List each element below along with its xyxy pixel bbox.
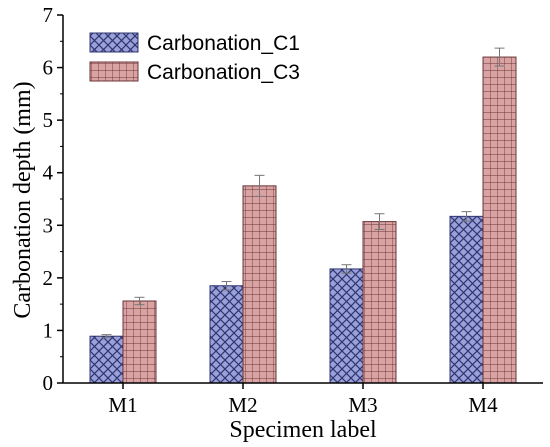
- bar-carbonation-c3-m3: [362, 221, 397, 384]
- y-tick-label-4: 4: [43, 161, 54, 185]
- error-bar-carbonation-c3-m3: [374, 213, 385, 230]
- legend-swatch-c3: [89, 61, 139, 82]
- y-tick-label-3: 3: [43, 213, 54, 237]
- error-bar-carbonation-c1-m3: [341, 264, 352, 274]
- y-tick-label-0: 0: [43, 371, 54, 395]
- legend-label-c1: Carbonation_C1: [147, 32, 300, 55]
- y-tick-label-5: 5: [43, 108, 54, 132]
- bar-carbonation-c3-m2: [242, 185, 277, 384]
- error-bar-carbonation-c3-m2: [254, 174, 265, 197]
- x-tick-label-m3: M3: [348, 393, 377, 417]
- error-bars-layer: [101, 47, 505, 339]
- error-bar-carbonation-c3-m4: [494, 47, 505, 67]
- error-bar-carbonation-c1-m2: [221, 281, 232, 291]
- bar-carbonation-c1-m1: [89, 335, 124, 384]
- y-tick-label-6: 6: [43, 56, 54, 80]
- y-tick-label-7: 7: [43, 3, 54, 27]
- bar-carbonation-c1-m3: [329, 268, 364, 384]
- bar-carbonation-c1-m4: [449, 215, 484, 384]
- bars-layer: [89, 56, 517, 384]
- y-axis-title: Carbonation depth (mm): [10, 81, 36, 318]
- bar-carbonation-c3-m4: [482, 56, 517, 384]
- legend-swatch-c1: [89, 32, 139, 53]
- error-bar-carbonation-c3-m1: [134, 296, 145, 306]
- legend: Carbonation_C1 Carbonation_C3: [89, 32, 300, 84]
- x-ticks: M1 M2 M3 M4: [108, 383, 498, 417]
- legend-label-c3: Carbonation_C3: [147, 61, 300, 84]
- error-bar-carbonation-c1-m1: [101, 334, 112, 339]
- x-tick-label-m2: M2: [228, 393, 257, 417]
- bar-carbonation-c1-m2: [209, 285, 244, 384]
- x-tick-label-m4: M4: [468, 393, 498, 417]
- y-tick-label-2: 2: [43, 266, 54, 290]
- x-tick-label-m1: M1: [108, 393, 137, 417]
- y-tick-label-1: 1: [43, 318, 54, 342]
- error-bar-carbonation-c1-m4: [461, 211, 472, 222]
- bar-carbonation-c3-m1: [122, 300, 157, 384]
- x-axis-title: Specimen label: [229, 417, 377, 443]
- y-ticks: 0 1 2 3 4 5 6 7: [43, 3, 63, 395]
